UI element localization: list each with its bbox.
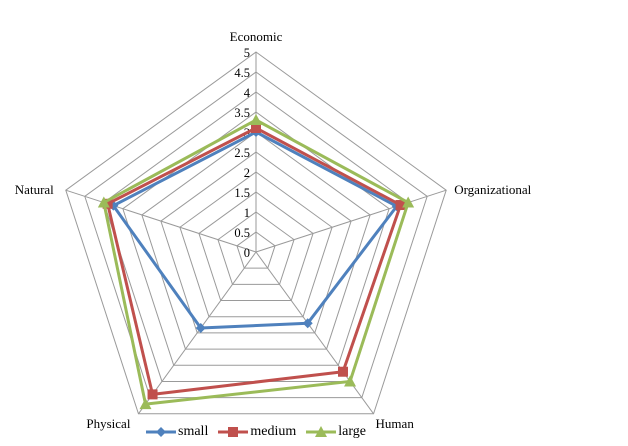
- tick-label: 1.5: [234, 186, 250, 200]
- series-small: [108, 127, 402, 334]
- tick-label: 5: [244, 46, 250, 60]
- legend: small medium large: [146, 424, 366, 440]
- axis-label-organizational: Organizational: [454, 182, 531, 197]
- legend-item-medium: medium: [218, 424, 296, 440]
- grid-ring: [198, 191, 314, 302]
- grid-ring: [84, 71, 428, 399]
- tick-label: 0: [244, 246, 250, 260]
- grid-ring: [217, 211, 295, 285]
- triangle-marker: [402, 196, 415, 208]
- square-marker: [395, 200, 406, 211]
- axis-spoke: [65, 189, 257, 253]
- diamond-marker-icon: [146, 427, 176, 437]
- axis-spoke: [138, 251, 257, 415]
- grid-ring: [160, 151, 352, 334]
- legend-item-small: small: [146, 424, 208, 440]
- tick-label: 2: [244, 166, 250, 180]
- radar-spokes: [65, 52, 447, 415]
- tick-label: 2.5: [234, 146, 250, 160]
- axis-label-natural: Natural: [15, 182, 54, 197]
- grid-ring: [141, 131, 371, 350]
- diamond-marker: [195, 323, 206, 334]
- triangle-marker-icon: [306, 426, 337, 437]
- tick-label: 4.5: [234, 66, 250, 80]
- square-marker-icon: [218, 427, 249, 437]
- triangle-marker: [97, 196, 110, 208]
- grid-ring: [179, 171, 333, 318]
- series-large: [97, 114, 415, 410]
- tick-label: 1: [244, 206, 250, 220]
- axis-label-economic: Economic: [230, 29, 283, 44]
- legend-item-large: large: [306, 424, 366, 440]
- tick-label: 3.5: [234, 106, 250, 120]
- tick-label: 4: [244, 86, 251, 100]
- series-line: [111, 130, 399, 330]
- axis-label-physical: Physical: [86, 416, 130, 431]
- axis-spoke: [255, 251, 374, 415]
- series-medium: [102, 123, 406, 400]
- radar-tick-labels: 00.511.522.533.544.55: [234, 46, 250, 260]
- triangle-marker: [250, 114, 262, 125]
- triangle-marker: [139, 398, 152, 410]
- triangle-marker: [344, 375, 357, 387]
- legend-label: small: [178, 424, 209, 439]
- legend-label: large: [338, 424, 366, 439]
- legend-label: medium: [250, 424, 297, 439]
- axis-spoke: [255, 189, 447, 253]
- axis-label-human: Human: [376, 416, 415, 431]
- square-marker: [337, 366, 348, 377]
- radar-axis-labels: Economic Organizational Human Physical Natur…: [15, 29, 532, 431]
- grid-ring: [65, 51, 447, 415]
- diamond-marker: [302, 318, 313, 329]
- series-line: [102, 118, 410, 406]
- grid-ring: [122, 111, 390, 366]
- grid-ring: [236, 231, 276, 269]
- tick-label: 0.5: [234, 226, 250, 240]
- square-marker: [147, 389, 158, 400]
- square-marker: [251, 123, 261, 133]
- series-line: [106, 126, 403, 396]
- radar-grid: [65, 51, 447, 415]
- radar-series: [97, 114, 415, 410]
